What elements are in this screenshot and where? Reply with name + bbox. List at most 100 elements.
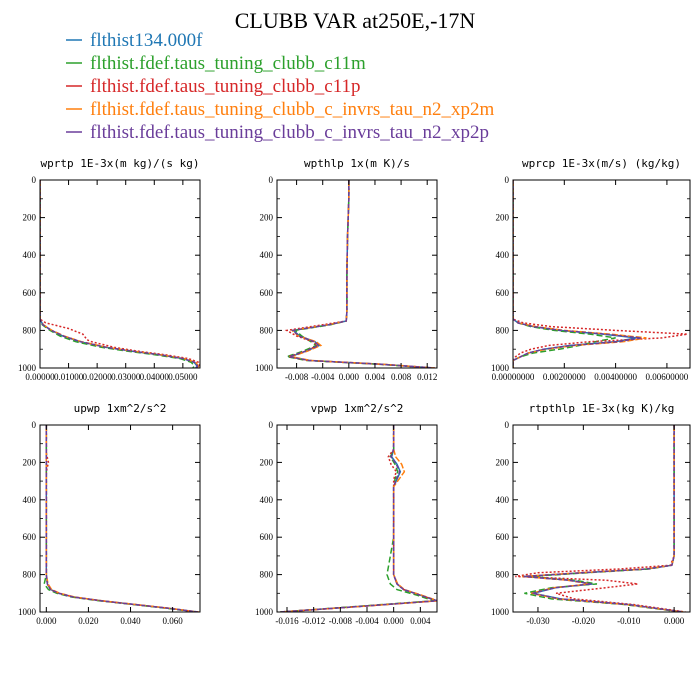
panel-title: upwp 1xm^2/s^2 xyxy=(74,402,167,415)
x-tick-label: 0.00600000 xyxy=(646,372,689,382)
series-line xyxy=(280,425,437,612)
series-line xyxy=(45,425,198,612)
y-tick-label: 1000 xyxy=(255,607,274,617)
legend-entry: flthist.fdef.taus_tuning_clubb_c_invrs_t… xyxy=(90,122,489,143)
series-line xyxy=(522,425,684,612)
y-tick-label: 400 xyxy=(260,495,274,505)
y-tick-label: 600 xyxy=(260,288,274,298)
y-tick-label: 1000 xyxy=(18,363,37,373)
x-tick-label: 0.00200000 xyxy=(543,372,586,382)
panels: wprtp 1E-3x(m kg)/(s kg) 0 200 400 600 800 100… xyxy=(18,157,691,626)
panel-title: wprtp 1E-3x(m kg)/(s kg) xyxy=(41,157,200,170)
x-tick-label: 0.03000 xyxy=(111,372,141,382)
plot-frame xyxy=(276,424,438,613)
plot-frame xyxy=(512,179,691,369)
x-tick-label: -0.020 xyxy=(572,616,596,626)
series-line xyxy=(280,425,437,612)
series-line xyxy=(40,180,199,368)
series-line xyxy=(40,180,196,368)
legend: flthist134.000f flthist.fdef.taus_tuning_… xyxy=(66,30,494,143)
series-line xyxy=(288,180,435,368)
x-tick-label: 0.00000 xyxy=(25,372,55,382)
y-tick-label: 400 xyxy=(260,250,274,260)
legend-entry: flthist134.000f xyxy=(90,30,203,51)
series-line xyxy=(40,180,200,368)
x-tick-label: -0.010 xyxy=(617,616,641,626)
x-tick-label: -0.008 xyxy=(329,616,353,626)
series-line xyxy=(513,180,616,368)
x-tick-label: -0.016 xyxy=(275,616,299,626)
legend-entry: flthist.fdef.taus_tuning_clubb_c_invrs_t… xyxy=(90,99,494,120)
series-line xyxy=(40,180,199,368)
x-tick-label: -0.004 xyxy=(355,616,379,626)
y-tick-label: 200 xyxy=(23,213,37,223)
y-tick-label: 800 xyxy=(23,325,37,335)
series-line xyxy=(284,180,436,368)
series-line xyxy=(524,425,682,612)
x-tick-label: -0.004 xyxy=(311,372,335,382)
y-tick-label: 1000 xyxy=(255,363,274,373)
x-tick-label: 0.004 xyxy=(365,372,386,382)
chart-panel: wpthlp 1x(m K)/s 0 200 400 600 800 1000 -0.008-… xyxy=(255,157,438,382)
y-tick-label: 0 xyxy=(505,175,510,185)
y-tick-label: 800 xyxy=(496,570,510,580)
y-tick-label: 0 xyxy=(32,420,37,430)
plot-frame xyxy=(39,424,201,613)
series-line xyxy=(280,425,437,612)
y-tick-label: 400 xyxy=(23,495,37,505)
series-line xyxy=(280,425,434,612)
y-tick-label: 600 xyxy=(23,532,37,542)
x-tick-label: 0.020 xyxy=(78,616,99,626)
series-line xyxy=(524,425,684,612)
y-tick-label: 800 xyxy=(496,325,510,335)
chart-panel: wprtp 1E-3x(m kg)/(s kg) 0 200 400 600 800 100… xyxy=(18,157,201,382)
x-tick-label: -0.030 xyxy=(526,616,550,626)
x-tick-label: 0.02000 xyxy=(83,372,113,382)
y-tick-label: 200 xyxy=(496,213,510,223)
plot-frame xyxy=(276,179,438,369)
x-tick-label: 0.012 xyxy=(417,372,437,382)
y-tick-label: 1000 xyxy=(18,607,37,617)
y-tick-label: 200 xyxy=(496,457,510,467)
y-tick-label: 600 xyxy=(496,288,510,298)
y-tick-label: 1000 xyxy=(491,363,510,373)
series-line xyxy=(45,425,198,612)
panel-title: rtpthlp 1E-3x(kg K)/kg xyxy=(529,402,675,415)
y-tick-label: 800 xyxy=(23,570,37,580)
y-tick-label: 200 xyxy=(260,213,274,223)
series-line xyxy=(45,425,198,612)
panel-title: vpwp 1xm^2/s^2 xyxy=(311,402,404,415)
y-tick-label: 400 xyxy=(23,250,37,260)
y-tick-label: 1000 xyxy=(491,607,510,617)
y-tick-label: 0 xyxy=(269,175,274,185)
x-tick-label: 0.040 xyxy=(120,616,141,626)
chart-panel: wprcp 1E-3x(m/s) (kg/kg) 0 200 400 600 800 100… xyxy=(491,157,691,382)
series-line xyxy=(43,425,196,612)
x-tick-label: 0.008 xyxy=(391,372,412,382)
x-tick-label: 0.00000000 xyxy=(492,372,535,382)
series-line xyxy=(40,180,200,368)
plot-frame xyxy=(512,424,691,613)
series-line xyxy=(513,180,642,368)
x-tick-label: 0.00400000 xyxy=(594,372,637,382)
x-tick-label: -0.012 xyxy=(302,616,325,626)
y-tick-label: 400 xyxy=(496,495,510,505)
y-tick-label: 600 xyxy=(23,288,37,298)
x-tick-label: 0.000 xyxy=(339,372,360,382)
legend-entry: flthist.fdef.taus_tuning_clubb_c11p xyxy=(90,76,361,97)
x-tick-label: 0.04000 xyxy=(140,372,170,382)
plot-frame xyxy=(39,179,201,369)
series-line xyxy=(513,180,688,368)
figure-title: CLUBB VAR at250E,-17N xyxy=(235,8,476,33)
x-tick-label: 0.01000 xyxy=(54,372,84,382)
panel-title: wpthlp 1x(m K)/s xyxy=(304,157,410,170)
x-tick-label: 0.000 xyxy=(664,616,685,626)
y-tick-label: 200 xyxy=(23,457,37,467)
y-tick-label: 800 xyxy=(260,325,274,335)
x-tick-label: 0.000 xyxy=(384,616,405,626)
series-line xyxy=(523,425,684,612)
x-tick-label: -0.008 xyxy=(285,372,309,382)
